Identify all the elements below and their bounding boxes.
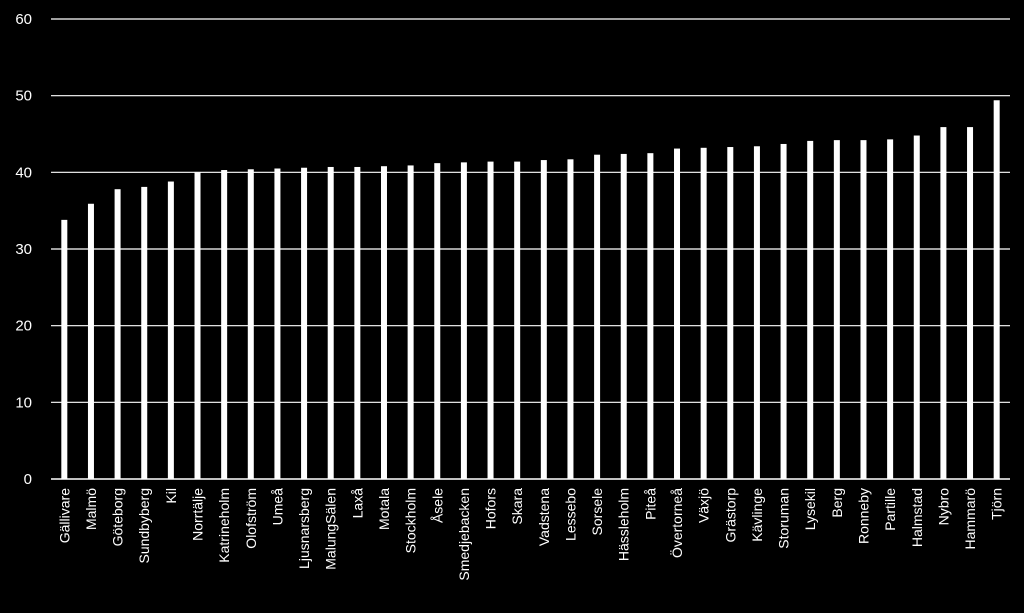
bar	[301, 167, 308, 479]
x-tick-label: Övertorneå	[668, 488, 685, 558]
x-tick-label: Grästorp	[722, 488, 738, 543]
x-tick-label: Norrtälje	[190, 488, 206, 541]
y-tick-label: 0	[24, 471, 32, 488]
x-tick-label: Hässleholm	[616, 488, 632, 561]
gridlines	[51, 18, 1010, 480]
bar	[594, 154, 601, 479]
x-tick-label: Umeå	[269, 488, 285, 526]
bar	[940, 127, 947, 479]
bar	[727, 147, 734, 480]
y-tick-label: 20	[15, 318, 32, 335]
bar	[460, 162, 467, 479]
x-tick-label: Tjörn	[989, 488, 1005, 520]
bar	[380, 166, 387, 479]
x-tick-label: Kil	[163, 488, 179, 504]
bar	[753, 146, 760, 479]
y-tick-label: 50	[15, 88, 32, 105]
y-tick-label: 60	[15, 11, 32, 28]
bar	[913, 135, 920, 480]
bar	[487, 161, 494, 479]
bar	[540, 160, 547, 480]
x-tick-label: Sorsele	[589, 488, 605, 536]
x-tick-label: Ljusnarsberg	[296, 488, 312, 569]
y-tick-label: 10	[15, 394, 32, 411]
bar	[567, 159, 574, 480]
x-tick-label: Halmstad	[909, 488, 925, 547]
bar	[967, 127, 974, 479]
x-tick-label: Katrineholm	[216, 488, 232, 563]
bar	[114, 189, 121, 479]
x-tick-label: Kävlinge	[749, 488, 765, 542]
x-tick-label: Olofström	[243, 488, 259, 549]
x-tick-label: Lessebo	[562, 488, 578, 541]
bar	[860, 140, 867, 479]
bar	[167, 181, 174, 480]
x-tick-label: Malmö	[83, 488, 99, 530]
x-tick-label: Gällivare	[56, 488, 72, 543]
x-tick-label: Hofors	[483, 488, 499, 529]
x-tick-label: Växjö	[696, 488, 712, 523]
bar	[700, 147, 707, 480]
bar	[141, 186, 148, 479]
bar	[807, 140, 814, 479]
bar	[620, 153, 627, 479]
bar	[674, 148, 681, 480]
y-tick-label: 40	[15, 164, 32, 181]
bar	[647, 153, 654, 479]
x-tick-label: Göteborg	[110, 488, 126, 546]
x-tick-label: Piteå	[642, 488, 658, 520]
x-tick-label: Storuman	[776, 488, 792, 549]
x-axis-labels: Gällivare Malmö Göteborg Sundbyberg Kil Norrt…	[56, 488, 1004, 581]
bar	[780, 143, 787, 479]
x-tick-label: MalungSälen	[323, 488, 339, 570]
bars	[61, 100, 1000, 480]
x-tick-label: Vadstena	[536, 488, 552, 546]
y-tick-label: 30	[15, 241, 32, 258]
x-tick-label: Motala	[376, 488, 392, 530]
bar	[514, 161, 521, 479]
x-tick-label: Berg	[829, 488, 845, 518]
bar	[247, 169, 254, 479]
x-tick-label: Ronneby	[855, 488, 871, 544]
x-tick-label: Skara	[509, 488, 525, 525]
x-tick-label: Åsele	[429, 488, 445, 523]
x-tick-label: Smedjebacken	[456, 488, 472, 581]
bar	[274, 168, 281, 479]
x-tick-label: Hammarö	[962, 488, 978, 550]
x-tick-label: Lysekil	[802, 488, 818, 530]
bar	[407, 165, 414, 479]
bar	[61, 219, 68, 479]
bar	[327, 166, 334, 479]
bar	[194, 172, 201, 480]
x-tick-label: Nybro	[935, 488, 951, 526]
bar	[354, 166, 361, 479]
bar	[87, 203, 94, 479]
bar	[434, 163, 441, 479]
y-axis-ticks: 0 10 20 30 40 50 60	[15, 11, 32, 488]
bar	[221, 170, 228, 480]
x-tick-label: Laxå	[349, 488, 365, 519]
bar	[993, 100, 1000, 480]
x-tick-label: Sundbyberg	[136, 488, 152, 564]
x-tick-label: Stockholm	[403, 488, 419, 553]
bar	[887, 139, 894, 479]
bar	[833, 140, 840, 479]
x-tick-label: Partille	[882, 488, 898, 531]
